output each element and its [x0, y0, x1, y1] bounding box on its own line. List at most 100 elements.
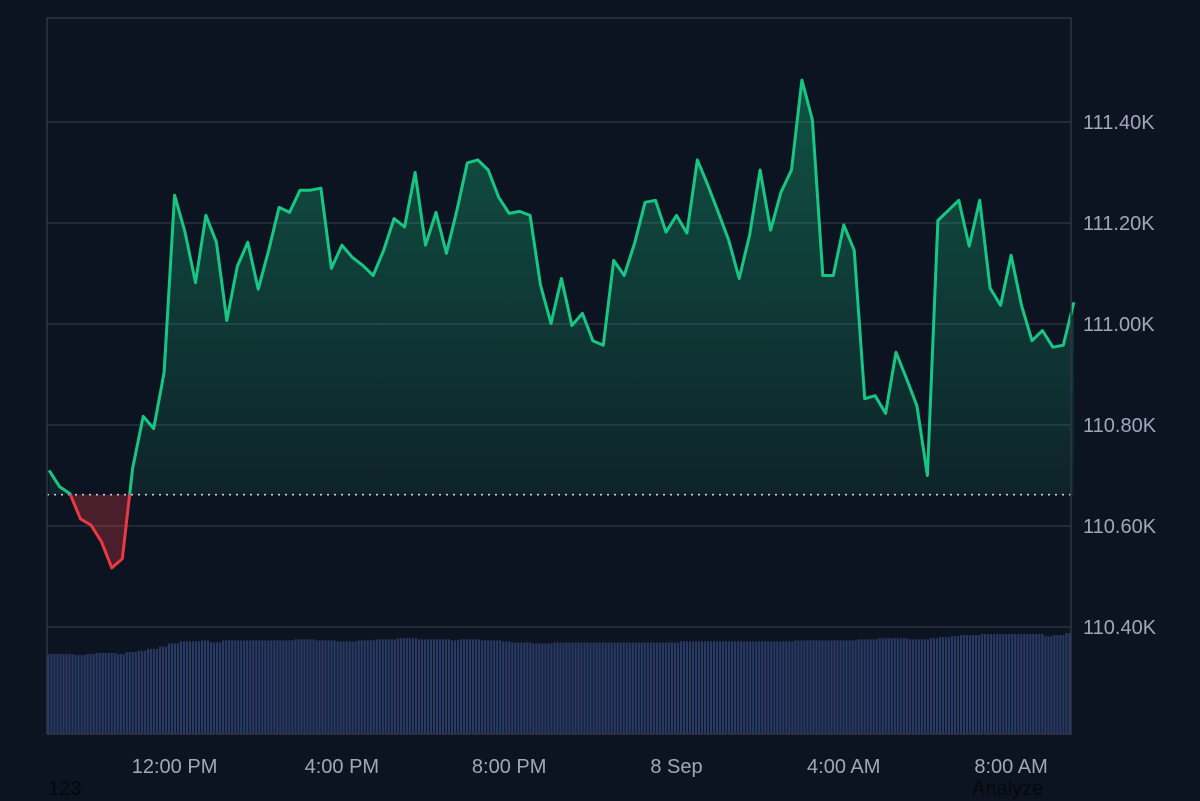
y-tick-label: 111.20K: [1083, 213, 1155, 235]
volume-bar: [502, 641, 505, 734]
y-tick-label: 110.80K: [1083, 415, 1157, 437]
volume-bar: [673, 642, 676, 734]
analyze-link[interactable]: Analyze: [972, 778, 1044, 800]
volume-bar: [435, 639, 439, 734]
price-area-above-baseline: [49, 80, 1074, 495]
volume-bar: [794, 640, 797, 734]
volume-bar: [351, 641, 354, 734]
volume-bar: [908, 639, 911, 734]
volume-bar: [1014, 634, 1017, 734]
volume-bar: [722, 641, 725, 734]
volume-bar: [475, 639, 478, 734]
volume-bar: [595, 642, 598, 734]
volume-bar: [975, 635, 978, 734]
x-tick-label: 4:00 AM: [807, 756, 880, 778]
volume-bar: [173, 643, 177, 734]
volume-bar: [821, 640, 824, 734]
volume-bar: [167, 643, 170, 734]
volume-bar: [917, 639, 920, 734]
volume-bar: [622, 642, 625, 734]
volume-bar: [941, 637, 945, 734]
volume-bar: [261, 640, 264, 734]
volume-bar: [95, 652, 98, 734]
volume-bar: [848, 640, 851, 734]
volume-bar: [207, 640, 210, 734]
volume-bar: [589, 642, 592, 734]
volume-bar: [685, 641, 689, 734]
volume-bar: [854, 640, 857, 734]
volume-bar: [50, 654, 53, 734]
volume-bar: [387, 639, 390, 734]
volume-bar: [1011, 634, 1014, 734]
volume-bar: [152, 648, 155, 734]
volume-bar: [80, 655, 83, 734]
volume-bar: [56, 654, 59, 734]
volume-bar: [478, 639, 481, 734]
volume-bar: [472, 639, 475, 734]
volume-bar: [86, 654, 89, 734]
volume-bar: [740, 641, 743, 734]
volume-bar: [279, 640, 282, 734]
volume-bar: [270, 640, 273, 734]
volume-bar: [809, 640, 812, 734]
volume-bar: [887, 638, 890, 734]
volume-bar: [682, 641, 685, 734]
volume-bar: [258, 640, 261, 734]
volume-bar: [884, 638, 887, 734]
volume-bar: [541, 643, 544, 734]
volume-bar: [532, 643, 535, 734]
volume-bar: [863, 639, 866, 734]
volume-bar: [694, 641, 698, 734]
volume-bar: [514, 642, 517, 734]
volume-bar: [574, 642, 577, 734]
volume-bar: [984, 634, 987, 734]
volume-bar: [706, 641, 710, 734]
x-tick-label: 8 Sep: [650, 756, 702, 778]
volume-bar: [225, 640, 228, 734]
volume-bar: [291, 640, 294, 734]
volume-bar: [505, 641, 508, 734]
volume-bar: [484, 640, 487, 734]
volume-bar: [586, 642, 589, 734]
volume-bar: [944, 637, 948, 734]
volume-bar: [691, 641, 695, 734]
volume-bar: [520, 642, 523, 734]
volume-bar: [315, 640, 318, 734]
volume-bar: [285, 640, 288, 734]
volume-bar: [237, 640, 240, 734]
volume-bar: [234, 640, 237, 734]
volume-bar: [857, 639, 860, 734]
volume-bar: [149, 648, 152, 734]
volume-bar: [146, 648, 149, 734]
volume-bar: [731, 641, 734, 734]
volume-bar: [878, 638, 881, 734]
volume-bar: [463, 639, 466, 734]
volume-bar: [839, 640, 842, 734]
volume-bar: [770, 641, 773, 734]
volume-bar: [122, 654, 125, 734]
volume-bar: [450, 640, 454, 734]
volume-bar: [201, 640, 204, 734]
volume-bar: [113, 652, 116, 734]
volume-bar: [444, 639, 448, 734]
volume-bar: [318, 640, 321, 734]
volume-bar: [131, 651, 134, 734]
volume-bar: [499, 640, 502, 734]
volume-bar: [661, 642, 664, 734]
volume-bar: [896, 638, 899, 734]
volume-bar: [869, 639, 872, 734]
volume-bar: [987, 634, 990, 734]
volume-bar: [396, 638, 399, 734]
volume-bar: [990, 634, 993, 734]
volume-bar: [926, 639, 929, 734]
volume-bar: [309, 639, 312, 734]
volume-bar: [264, 640, 267, 734]
volume-bar: [932, 638, 935, 734]
volume-bar: [830, 640, 833, 734]
volume-bar: [610, 642, 613, 734]
volume-bar: [104, 652, 107, 734]
volume-bars: [47, 633, 1071, 734]
volume-bar: [749, 641, 752, 734]
volume-bar: [881, 638, 884, 734]
